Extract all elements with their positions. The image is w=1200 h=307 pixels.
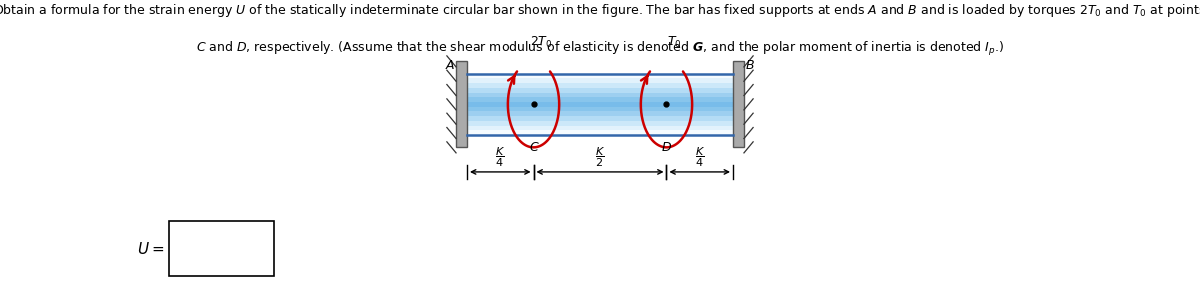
Bar: [467, 130, 733, 135]
Text: Obtain a formula for the strain energy $U$ of the statically indeterminate circu: Obtain a formula for the strain energy $…: [0, 2, 1200, 18]
Bar: [733, 61, 744, 147]
Bar: [467, 126, 733, 130]
Text: $\dfrac{K}{2}$: $\dfrac{K}{2}$: [595, 146, 605, 169]
Bar: [467, 97, 733, 102]
Text: D: D: [661, 141, 671, 154]
Text: A: A: [445, 59, 455, 72]
Text: $U=$: $U=$: [137, 241, 164, 257]
Bar: [467, 107, 733, 111]
Text: $C$ and $D$, respectively. (Assume that the shear modulus of elasticity is denot: $C$ and $D$, respectively. (Assume that …: [196, 40, 1004, 58]
Text: $T_0$: $T_0$: [667, 35, 682, 50]
Bar: [467, 93, 733, 97]
Bar: [467, 116, 733, 121]
Text: C: C: [529, 141, 538, 154]
Bar: [467, 102, 733, 107]
Bar: [467, 83, 733, 88]
Text: $2T_0$: $2T_0$: [530, 35, 552, 50]
Text: B: B: [745, 59, 755, 72]
Bar: [467, 74, 733, 78]
Bar: [169, 221, 275, 276]
Bar: [456, 61, 467, 147]
Text: $\dfrac{K}{4}$: $\dfrac{K}{4}$: [496, 146, 505, 169]
Bar: [467, 88, 733, 93]
Bar: [467, 121, 733, 126]
Bar: [467, 78, 733, 83]
Bar: [467, 111, 733, 116]
Text: $\dfrac{K}{4}$: $\dfrac{K}{4}$: [695, 146, 704, 169]
